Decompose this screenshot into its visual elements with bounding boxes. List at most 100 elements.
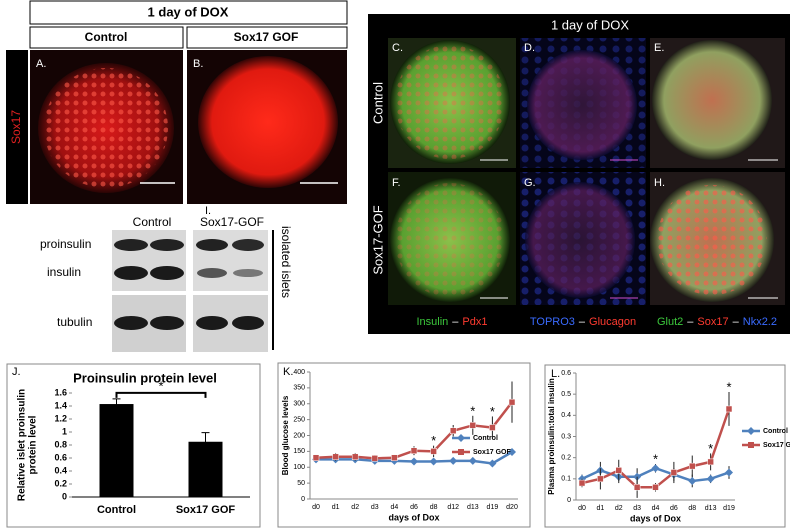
marker bbox=[410, 457, 418, 466]
y-tick-label: 0.5 bbox=[561, 391, 571, 398]
marker bbox=[689, 462, 696, 470]
y-tick-label: 0.2 bbox=[54, 478, 67, 488]
annotation: * bbox=[708, 441, 713, 456]
row-label: Sox17-GOF bbox=[370, 205, 385, 274]
y-tick-label: 0 bbox=[567, 497, 571, 504]
y-tick-label: 400 bbox=[293, 369, 305, 376]
panel-letter: J. bbox=[12, 366, 21, 378]
marker bbox=[449, 456, 458, 465]
marker bbox=[312, 454, 320, 461]
marker bbox=[633, 484, 641, 491]
x-tick-label: d1 bbox=[332, 504, 340, 511]
y-tick-label: 300 bbox=[293, 401, 305, 408]
y-axis-label: Relative islet proinsulin bbox=[17, 389, 28, 501]
x-axis-label: days of Dox bbox=[388, 512, 439, 522]
column-box bbox=[29, 26, 184, 49]
marker bbox=[707, 458, 714, 466]
annotation: * bbox=[158, 378, 163, 393]
marker bbox=[670, 469, 678, 476]
y-tick-label: 0.6 bbox=[54, 452, 67, 462]
stain-name: – bbox=[452, 316, 459, 328]
x-tick-label: d0 bbox=[578, 505, 586, 512]
blot-images bbox=[112, 230, 268, 352]
bar bbox=[99, 404, 134, 497]
micrographs bbox=[388, 38, 785, 305]
x-tick-label: d19 bbox=[723, 505, 735, 512]
blot-column: Sox17-GOF bbox=[200, 215, 264, 229]
panel-letter: K. bbox=[283, 366, 293, 378]
chart-title: Proinsulin protein level bbox=[73, 370, 217, 385]
y-tick-label: 0.2 bbox=[561, 455, 571, 462]
column-label: Control bbox=[85, 30, 128, 44]
annotation: * bbox=[726, 379, 731, 394]
stain-name: Sox17 bbox=[697, 316, 728, 328]
marker bbox=[725, 468, 733, 477]
marker bbox=[332, 453, 339, 461]
stain-name: – bbox=[579, 316, 586, 328]
stain-name: Glucagon bbox=[589, 316, 636, 328]
marker bbox=[508, 448, 516, 457]
y-tick-label: 350 bbox=[293, 385, 305, 392]
marker bbox=[725, 405, 733, 413]
x-axis-label: days of Dox bbox=[630, 513, 681, 523]
annotation: * bbox=[431, 433, 436, 448]
y-tick-label: 0.4 bbox=[54, 465, 67, 475]
panel-letter: E. bbox=[654, 42, 664, 54]
marker bbox=[488, 459, 497, 468]
y-tick-label: 1.6 bbox=[54, 387, 67, 397]
x-tick-label: d3 bbox=[371, 504, 379, 511]
x-tick-label: d2 bbox=[615, 505, 623, 512]
legend-label: Sox17 GOF bbox=[763, 442, 790, 449]
panel-letter: I. bbox=[205, 205, 211, 217]
stain-legend: Glut2– Sox17– Nkx2.2 bbox=[657, 316, 777, 328]
x-tick-label: d4 bbox=[391, 504, 399, 511]
annotation: * bbox=[470, 403, 475, 418]
marker bbox=[651, 464, 660, 473]
y-tick-label: 0.3 bbox=[561, 433, 571, 440]
islet bbox=[198, 56, 338, 188]
stain-name: TOPRO3 bbox=[530, 316, 575, 328]
panel-letter: A. bbox=[36, 58, 46, 70]
marker bbox=[449, 427, 457, 434]
stain-legend: Insulin – Pdx1 bbox=[417, 316, 488, 328]
y-tick-label: 100 bbox=[293, 464, 305, 471]
legend-label: Control bbox=[473, 435, 498, 442]
marker bbox=[615, 467, 622, 474]
x-tick-label: d8 bbox=[430, 504, 438, 511]
panel-letter: B. bbox=[193, 58, 203, 70]
column-box bbox=[186, 26, 348, 49]
x-tick-label: d0 bbox=[312, 504, 320, 511]
x-tick-label: d3 bbox=[633, 505, 641, 512]
marker bbox=[410, 447, 418, 454]
marker bbox=[489, 424, 496, 431]
x-tick-label: d8 bbox=[688, 505, 696, 512]
marker bbox=[430, 448, 437, 455]
significance-bracket bbox=[115, 391, 207, 398]
marker bbox=[706, 474, 715, 483]
y-tick-label: 1 bbox=[62, 426, 67, 436]
y-tick-label: 250 bbox=[293, 416, 305, 423]
blot-column: Control bbox=[133, 215, 172, 229]
stain-name: – bbox=[733, 316, 740, 328]
y-tick-label: 0.8 bbox=[54, 439, 67, 449]
x-tick-label: d12 bbox=[447, 504, 459, 511]
marker bbox=[688, 476, 697, 485]
x-tick-label: d2 bbox=[351, 504, 359, 511]
header: 1 day of DOX bbox=[551, 17, 629, 32]
marker bbox=[391, 454, 398, 461]
y-tick-label: 1.2 bbox=[54, 413, 67, 423]
stain-name: – bbox=[687, 316, 694, 328]
y-axis-label: protein level bbox=[28, 415, 39, 474]
header: 1 day of DOX bbox=[148, 4, 229, 19]
y-tick-label: 0.4 bbox=[561, 412, 571, 419]
y-tick-label: 0.1 bbox=[561, 476, 571, 483]
column-label: Sox17 GOF bbox=[234, 30, 299, 44]
marker bbox=[468, 456, 477, 465]
panel-letter: F. bbox=[392, 177, 401, 189]
panel-letter: D. bbox=[524, 42, 535, 54]
y-axis-label: Blood glucose levels bbox=[281, 395, 290, 475]
side-label: isolated islets bbox=[279, 226, 293, 298]
x-tick-label: Sox17 GOF bbox=[176, 504, 236, 516]
panel-letter: G. bbox=[524, 177, 536, 189]
